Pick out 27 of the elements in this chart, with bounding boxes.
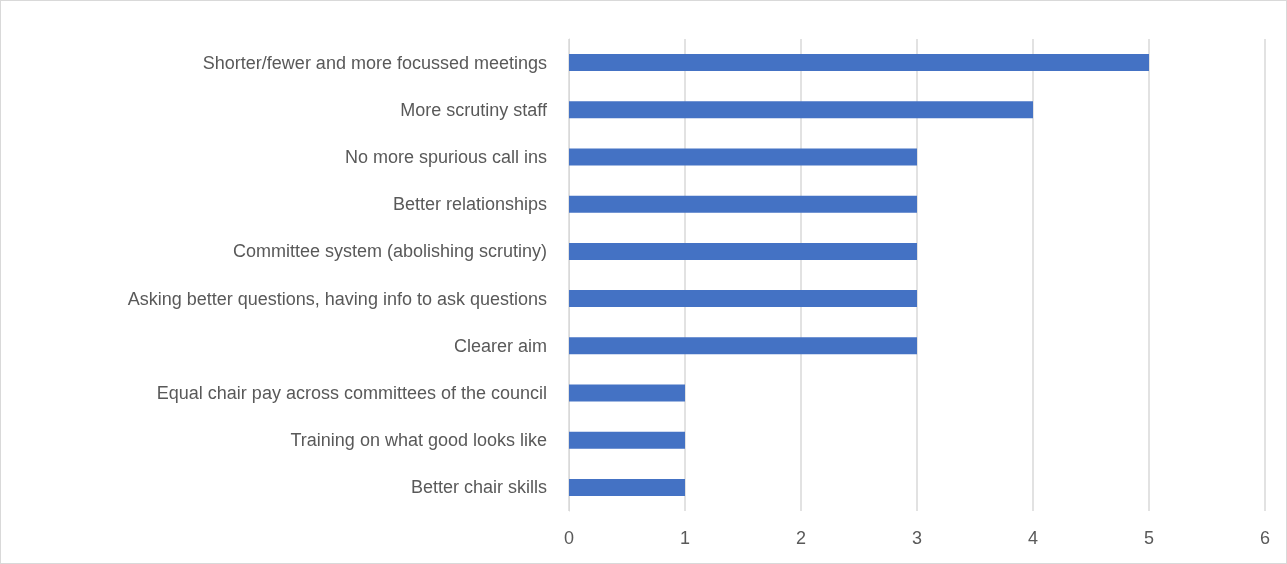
x-tick-label: 1 xyxy=(679,528,691,548)
bar xyxy=(569,384,685,402)
bar xyxy=(569,478,685,496)
bar xyxy=(569,148,917,166)
bar xyxy=(569,431,685,449)
y-tick-label: Committee system (abolishing scrutiny) xyxy=(232,241,547,262)
x-tick-label: 4 xyxy=(1027,528,1039,548)
y-tick-label: More scrutiny staff xyxy=(400,99,548,120)
x-tick-label: 3 xyxy=(911,528,923,548)
x-tick-label: 5 xyxy=(1143,528,1155,548)
y-tick-label: Shorter/fewer and more focussed meetings xyxy=(202,52,547,73)
bar xyxy=(569,101,1033,119)
y-tick-label: Asking better questions, having info to ask questions xyxy=(127,288,547,309)
y-tick-label: Better chair skills xyxy=(410,477,547,498)
y-tick-label: Training on what good looks like xyxy=(290,430,547,451)
y-tick-label: Better relationships xyxy=(392,194,547,215)
bar xyxy=(569,242,917,260)
bar xyxy=(569,54,1149,72)
y-tick-label: Clearer aim xyxy=(453,335,547,356)
x-tick-label: 0 xyxy=(563,528,575,548)
x-tick-label: 6 xyxy=(1259,528,1271,548)
bar xyxy=(569,195,917,213)
bar xyxy=(569,290,917,308)
y-tick-label: Equal chair pay across committees of the council xyxy=(156,383,547,403)
x-tick-label: 2 xyxy=(795,528,807,548)
y-tick-label: No more spurious call ins xyxy=(344,147,547,167)
bar xyxy=(569,337,917,355)
